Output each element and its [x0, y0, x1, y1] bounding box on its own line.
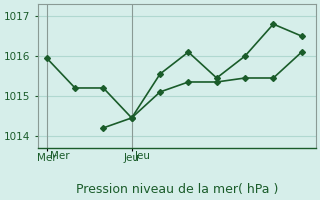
X-axis label: Pression niveau de la mer( hPa ): Pression niveau de la mer( hPa ): [76, 183, 278, 196]
Text: Jeu: Jeu: [134, 151, 150, 161]
Text: Mer: Mer: [50, 151, 69, 161]
